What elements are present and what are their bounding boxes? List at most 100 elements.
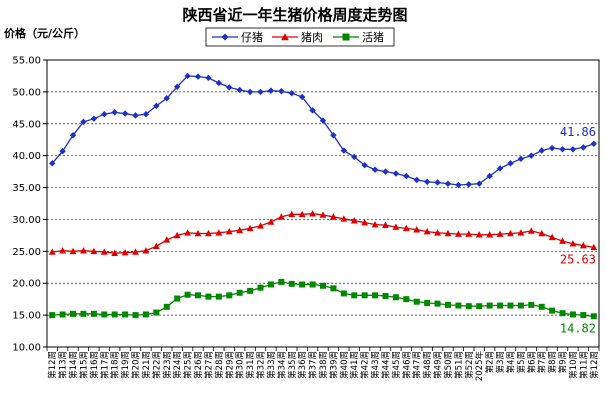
data-point	[538, 229, 546, 237]
x-tick-label: 第9周	[558, 351, 569, 373]
data-point	[309, 281, 316, 288]
legend: 仔猪 猪肉 活猪	[205, 27, 395, 47]
x-tick-label: 第19周	[120, 351, 131, 379]
data-point	[309, 210, 316, 217]
x-tick-label: 第29周	[224, 351, 235, 379]
data-point	[142, 111, 150, 118]
data-point	[496, 230, 504, 237]
data-point	[90, 115, 98, 122]
data-point	[517, 229, 525, 236]
x-tick-label: 第28周	[214, 351, 225, 379]
data-point	[579, 241, 587, 249]
x-tick-label: 第8周	[547, 351, 558, 373]
data-point	[319, 117, 327, 124]
x-tick-label: 第50周	[443, 351, 454, 379]
x-tick-label: 第16周	[89, 351, 100, 379]
data-point	[392, 170, 400, 177]
data-point	[517, 302, 524, 309]
data-point	[184, 72, 191, 80]
x-tick-label: 第37周	[308, 351, 319, 379]
data-point	[351, 292, 358, 299]
x-tick-label: 第3周	[495, 351, 506, 373]
legend-item-pork: 猪肉	[272, 31, 323, 44]
data-point	[246, 88, 254, 96]
data-point	[590, 243, 598, 251]
x-tick-label: 第30周	[235, 351, 246, 379]
data-point	[361, 292, 368, 299]
x-axis-ticks: 第12周 第13周 第14周 第15周 第16周 第17周 第18周 第19周 第20周 第21周…	[46, 347, 600, 381]
x-tick-label: 第35周	[287, 351, 298, 379]
x-tick-label: 第11周	[578, 351, 589, 379]
data-point	[528, 152, 535, 159]
series-1	[48, 210, 598, 257]
data-point	[278, 278, 285, 285]
data-point	[340, 215, 348, 222]
data-point	[569, 240, 577, 247]
end-labels: 41.86 25.63 14.82	[560, 125, 596, 335]
data-point	[486, 302, 493, 309]
y-tick-label: 45.00	[12, 119, 41, 130]
data-point	[267, 87, 275, 94]
data-point	[569, 146, 577, 153]
data-point	[48, 248, 56, 255]
data-point	[49, 160, 56, 167]
series-end-label: 41.86	[560, 125, 596, 139]
x-tick-label: 第10周	[568, 351, 579, 379]
x-tick-label: 第14周	[68, 351, 79, 379]
data-point	[215, 79, 223, 87]
data-point	[215, 293, 222, 300]
data-point	[330, 213, 337, 220]
x-tick-label: 第6周	[526, 351, 537, 373]
data-point	[267, 218, 275, 225]
legend-marker-live-hog	[342, 33, 350, 41]
data-point	[153, 309, 160, 316]
data-point	[444, 229, 452, 237]
data-point	[59, 148, 66, 155]
data-point	[236, 289, 243, 296]
data-point	[101, 311, 108, 318]
data-point	[455, 302, 462, 309]
x-tick-label: 第44周	[380, 351, 391, 379]
grid	[47, 91, 599, 316]
data-point	[69, 247, 77, 255]
x-tick-label: 第34周	[276, 351, 287, 379]
data-point	[132, 112, 139, 119]
x-tick-label: 第46周	[401, 351, 412, 379]
data-point	[434, 179, 441, 186]
data-point	[153, 102, 160, 110]
data-point	[132, 248, 139, 255]
data-point	[559, 310, 566, 317]
data-point	[226, 84, 233, 91]
x-tick-label: 第47周	[412, 351, 423, 379]
data-point	[111, 249, 119, 257]
data-point	[549, 307, 556, 314]
data-point	[340, 290, 347, 297]
data-point	[90, 310, 97, 317]
data-point	[538, 303, 545, 310]
x-tick-label: 第4周	[505, 351, 516, 373]
x-tick-label: 第15周	[78, 351, 89, 379]
data-point	[111, 311, 118, 318]
data-point	[90, 247, 98, 255]
data-point	[382, 292, 389, 299]
x-tick-label: 第23周	[162, 351, 173, 379]
x-tick-label: 第24周	[172, 351, 183, 379]
series-group	[48, 72, 598, 320]
y-tick-label: 10.00	[12, 343, 41, 354]
x-tick-label: 第51周	[453, 351, 464, 379]
x-tick-label: 第33周	[266, 351, 277, 379]
x-tick-label: 第25周	[183, 351, 194, 379]
data-point	[101, 111, 108, 118]
data-point	[486, 172, 493, 180]
y-axis-ticks: 10.00 15.00 20.00 25.00 30.00 35.00 40.00 45.00…	[12, 56, 47, 354]
data-point	[184, 229, 192, 236]
data-point	[320, 282, 326, 289]
data-point	[121, 110, 129, 117]
data-point	[257, 88, 264, 96]
data-point	[496, 165, 504, 172]
data-point	[548, 144, 556, 152]
data-point	[288, 210, 296, 218]
legend-item-live-hog: 活猪	[333, 31, 384, 44]
data-point	[152, 242, 160, 250]
data-point	[246, 224, 254, 232]
